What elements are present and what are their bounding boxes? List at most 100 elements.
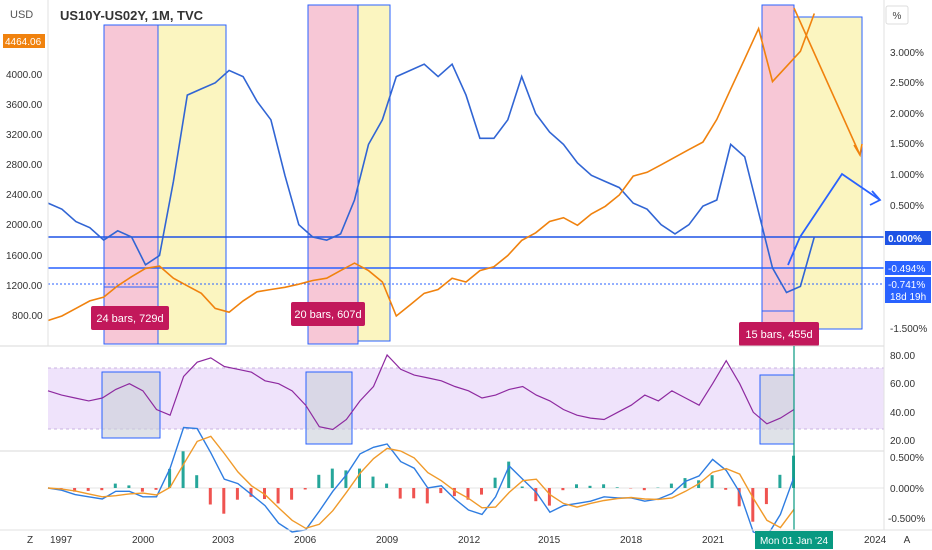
macd-histogram-bar xyxy=(602,484,606,488)
badge-zero xyxy=(885,231,931,245)
macd-histogram xyxy=(59,451,795,522)
right-tick: 0.500% xyxy=(890,201,924,212)
macd-histogram-bar xyxy=(520,486,524,488)
macd-histogram-bar xyxy=(276,488,280,504)
bar-label-3-text: 15 bars, 455d xyxy=(745,329,812,341)
right-axis: 3.000% 2.500% 2.000% 1.500% 1.000% 0.500… xyxy=(890,48,927,335)
rsi-box-3 xyxy=(759,374,795,445)
macd-histogram-bar xyxy=(547,488,551,506)
macd-histogram-bar xyxy=(181,451,185,488)
macd-histogram-bar xyxy=(222,488,226,514)
macd-histogram-bar xyxy=(249,488,253,497)
macd-histogram-bar xyxy=(290,488,294,500)
currency-label[interactable]: USD xyxy=(10,9,33,21)
time-label: 2000 xyxy=(132,535,155,546)
badge-minus-0494 xyxy=(885,261,931,275)
macd-histogram-bar xyxy=(154,488,158,490)
bar-label-2: 20 bars, 607d xyxy=(291,302,365,326)
blue-arrow-head xyxy=(869,190,882,206)
macd-histogram-bar xyxy=(710,475,714,488)
right-tick: 1.000% xyxy=(890,170,924,181)
macd-histogram-bar xyxy=(778,474,782,488)
badge-minus-0494-text: -0.494% xyxy=(888,264,925,275)
macd-histogram-bar xyxy=(615,487,619,488)
yellow-zone-3 xyxy=(793,16,863,330)
rsi-band xyxy=(48,368,884,429)
macd-histogram-bar xyxy=(303,488,307,490)
macd-histogram-bar xyxy=(140,488,144,492)
macd-histogram-bar xyxy=(73,488,77,492)
z-button[interactable] xyxy=(20,531,40,547)
badge-current xyxy=(885,277,931,303)
right-tick: 2.000% xyxy=(890,109,924,120)
macd-histogram-bar xyxy=(466,488,470,500)
macd-tick: 0.500% xyxy=(890,453,924,464)
left-tick: 2800.00 xyxy=(6,160,43,171)
yellow-zone-2 xyxy=(357,4,391,342)
time-label: 2006 xyxy=(294,535,317,546)
left-tick: 4000.00 xyxy=(6,70,43,81)
macd-histogram-bar xyxy=(208,488,212,505)
cursor-time-badge xyxy=(755,531,833,549)
bar-label-2-text: 20 bars, 607d xyxy=(294,309,361,321)
rsi-tick: 60.00 xyxy=(890,379,915,390)
macd-histogram-bar xyxy=(398,488,402,499)
orange-arrow-head xyxy=(853,143,863,158)
left-tick: 800.00 xyxy=(12,311,43,322)
left-tick: 1600.00 xyxy=(6,251,43,262)
left-tick: 3200.00 xyxy=(6,130,43,141)
macd-histogram-bar xyxy=(385,483,389,488)
badge-current-text: -0.741% xyxy=(888,280,925,291)
rsi-tick: 40.00 xyxy=(890,408,915,419)
macd-histogram-bar xyxy=(669,483,673,488)
signal-line xyxy=(47,435,795,530)
macd-histogram-bar xyxy=(751,488,755,522)
time-axis[interactable]: 1997 2000 2003 2006 2009 2012 2015 2018 … xyxy=(50,535,887,546)
macd-histogram-bar xyxy=(113,483,117,488)
time-label: 2015 xyxy=(538,535,561,546)
macd-histogram-bar xyxy=(100,488,104,491)
auto-scale-button[interactable] xyxy=(897,531,917,547)
macd-histogram-bar xyxy=(412,488,416,499)
auto-scale-label: A xyxy=(904,535,911,546)
spread-line xyxy=(47,62,816,294)
cursor-time-text: Mon 01 Jan '24 xyxy=(760,536,829,547)
macd-axis: 0.500% 0.000% -0.500% xyxy=(888,453,925,525)
macd-histogram-bar xyxy=(86,488,90,491)
macd-histogram-bar xyxy=(737,488,741,507)
macd-histogram-bar xyxy=(480,488,483,495)
macd-histogram-bar xyxy=(235,488,239,500)
bar-label-1-text: 24 bars, 729d xyxy=(96,313,163,325)
rsi-tick: 20.00 xyxy=(890,436,915,447)
pink-zone-1 xyxy=(103,24,159,345)
time-label: 2021 xyxy=(702,535,725,546)
macd-histogram-bar xyxy=(168,468,172,488)
macd-histogram-bar xyxy=(195,475,199,488)
time-label: 2012 xyxy=(458,535,481,546)
time-label: 2009 xyxy=(376,535,399,546)
rsi-axis: 80.00 60.00 40.00 20.00 xyxy=(890,351,915,447)
macd-histogram-bar xyxy=(371,476,375,488)
right-tick: 3.000% xyxy=(890,48,924,59)
macd-histogram-bar xyxy=(425,488,429,504)
time-label: 1997 xyxy=(50,535,73,546)
badge-zero-text: 0.000% xyxy=(888,234,922,245)
macd-histogram-bar xyxy=(575,484,578,488)
right-tick: -1.500% xyxy=(890,324,927,335)
rsi-box-2 xyxy=(305,371,353,445)
percent-button[interactable] xyxy=(885,5,909,25)
macd-tick: 0.000% xyxy=(890,484,924,495)
left-price-badge xyxy=(3,34,45,48)
left-price-badge-text: 4464.06 xyxy=(5,37,42,48)
badge-countdown-text: 18d 19h xyxy=(890,292,926,303)
pink-zone-2 xyxy=(307,4,359,345)
macd-histogram-bar xyxy=(588,485,592,488)
macd-histogram-bar xyxy=(452,488,456,497)
macd-histogram-bar xyxy=(507,461,511,488)
rsi-line xyxy=(47,353,795,431)
index-line xyxy=(47,13,816,322)
symbol-title[interactable]: US10Y-US02Y, 1M, TVC xyxy=(60,8,204,23)
macd-histogram-bar xyxy=(358,468,361,488)
time-label: 2024 xyxy=(864,535,887,546)
